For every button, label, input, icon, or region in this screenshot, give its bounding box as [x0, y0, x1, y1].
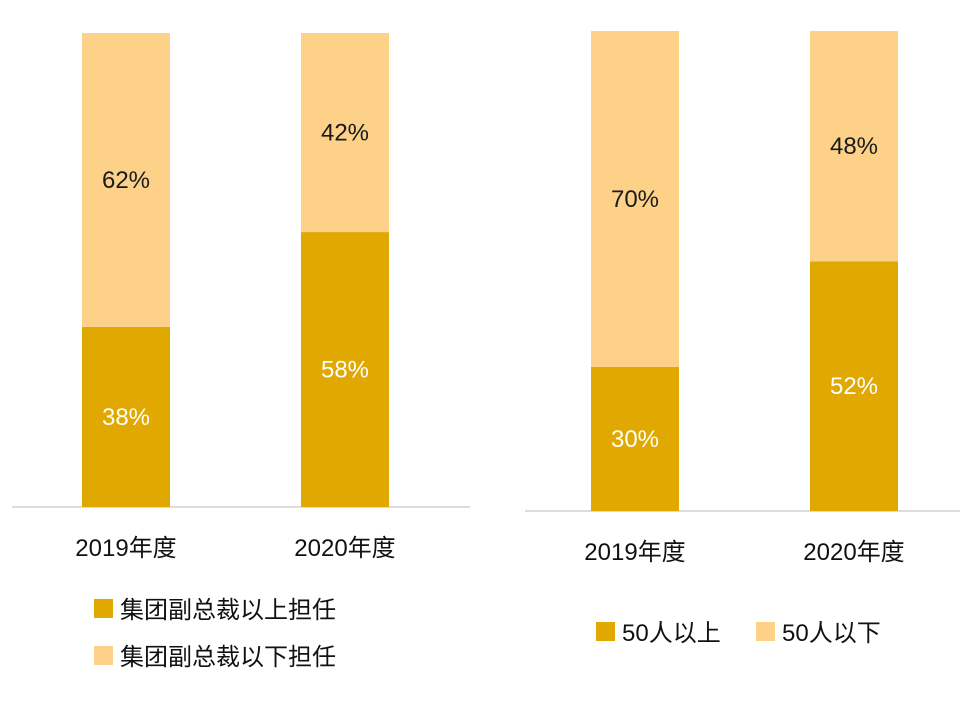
legend-swatch [596, 622, 615, 641]
data-label: 30% [611, 426, 659, 453]
bar-segment-chart2-2020年度-s2 [810, 31, 898, 262]
x-tick-label: 2019年度 [75, 535, 176, 562]
x-tick-label: 2020年度 [803, 539, 904, 566]
legend-swatch [756, 622, 775, 641]
legend-label: 50人以下 [782, 620, 881, 647]
legend-label: 集团副总裁以下担任 [120, 644, 336, 671]
bar-segment-chart2-2019年度-s1 [591, 367, 679, 511]
legend-swatch [94, 599, 113, 618]
legend-swatch [94, 646, 113, 665]
data-label: 48% [830, 133, 878, 160]
data-label: 52% [830, 373, 878, 400]
data-label: 70% [611, 186, 659, 213]
legend-label: 50人以上 [622, 620, 721, 647]
bar-segment-chart2-2019年度-s2 [591, 31, 679, 367]
bar-segment-chart1-2020年度-s2 [301, 33, 389, 233]
bar-segment-chart2-2020年度-s1 [810, 261, 898, 511]
data-label: 62% [102, 167, 150, 194]
data-label: 42% [321, 120, 369, 147]
x-tick-label: 2019年度 [584, 539, 685, 566]
bar-segment-chart1-2020年度-s1 [301, 232, 389, 507]
bar-segment-chart1-2019年度-s1 [82, 326, 170, 507]
bar-segment-chart1-2019年度-s2 [82, 33, 170, 327]
legend-label: 集团副总裁以上担任 [120, 597, 336, 624]
x-tick-label: 2020年度 [294, 535, 395, 562]
data-label: 58% [321, 357, 369, 384]
data-label: 38% [102, 404, 150, 431]
